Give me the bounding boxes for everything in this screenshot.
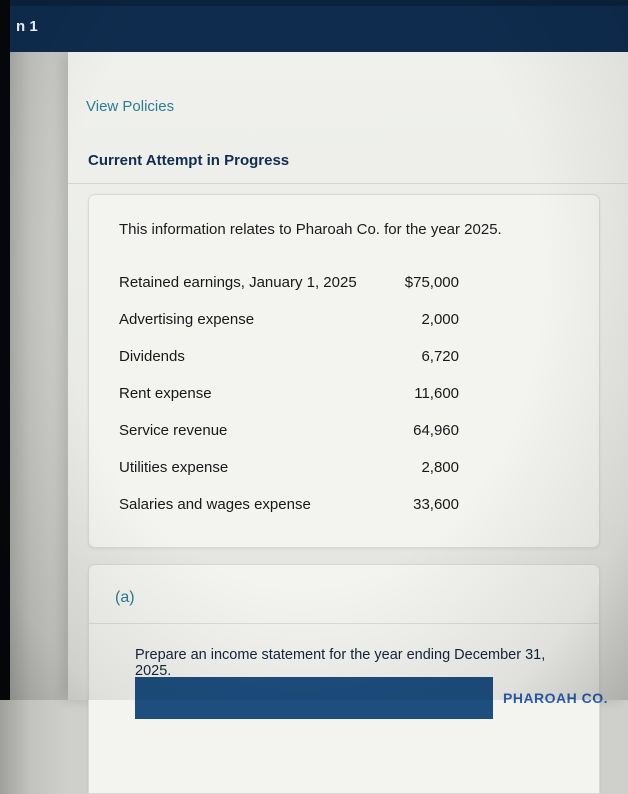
table-row: Service revenue 64,960 — [119, 412, 459, 449]
row-value: 33,600 — [413, 496, 459, 513]
answer-table-header-bar — [135, 677, 493, 719]
part-a-label: (a) — [115, 589, 135, 606]
row-label: Retained earnings, January 1, 2025 — [119, 274, 357, 291]
attempt-status-heading: Current Attempt in Progress — [88, 152, 290, 169]
row-value: 6,720 — [421, 348, 459, 365]
table-row: Dividends 6,720 — [119, 338, 459, 375]
table-row: Advertising expense 2,000 — [119, 301, 459, 338]
intro-text: This information relates to Pharoah Co. … — [119, 221, 502, 238]
part-a-card: (a) Prepare an income statement for the … — [88, 564, 608, 794]
financial-data-table: Retained earnings, January 1, 2025 $75,0… — [119, 264, 569, 523]
view-policies-link[interactable]: View Policies — [86, 98, 175, 115]
row-label: Service revenue — [119, 422, 228, 439]
top-navigation-bar: n 1 — [0, 0, 628, 52]
section-divider — [89, 623, 599, 624]
table-row: Retained earnings, January 1, 2025 $75,0… — [119, 264, 459, 301]
row-value: 2,000 — [421, 311, 459, 328]
table-row: Utilities expense 2,800 — [119, 449, 459, 486]
row-label: Salaries and wages expense — [119, 496, 311, 513]
row-label: Rent expense — [119, 385, 212, 402]
row-value: 11,600 — [414, 385, 459, 402]
table-row: Rent expense 11,600 — [119, 375, 459, 412]
instruction-text: Prepare an income statement for the year… — [135, 647, 546, 679]
question-label: n 1 — [16, 17, 38, 35]
row-value: 64,960 — [413, 422, 459, 439]
table-row: Salaries and wages expense 33,600 — [119, 486, 459, 523]
section-divider — [68, 183, 628, 184]
question-panel: View Policies Current Attempt in Progres… — [68, 52, 628, 794]
partial-company-heading: PHAROAH CO. — [503, 690, 609, 706]
info-card: This information relates to Pharoah Co. … — [88, 194, 600, 548]
row-value: 2,800 — [421, 459, 459, 476]
row-value: $75,000 — [404, 274, 459, 291]
row-label: Advertising expense — [119, 311, 255, 328]
screen-edge-strip — [0, 0, 10, 700]
row-label: Utilities expense — [119, 459, 229, 476]
row-label: Dividends — [119, 348, 185, 365]
